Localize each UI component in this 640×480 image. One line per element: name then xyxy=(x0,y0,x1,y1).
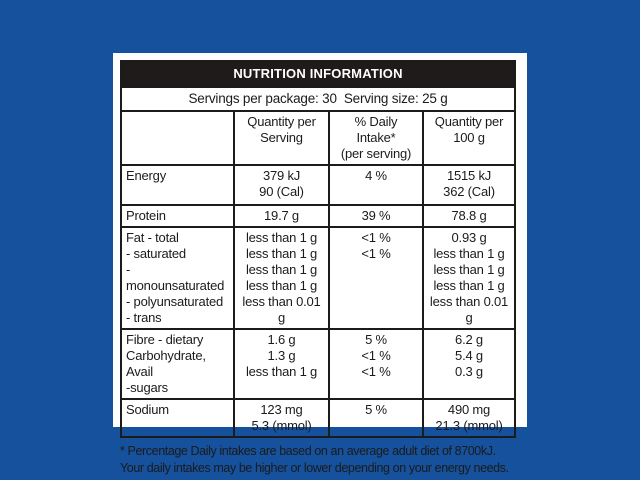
cell-line: - saturated xyxy=(126,246,186,261)
column-header-row: Quantity per Serving % Daily Intake* (per … xyxy=(120,110,517,166)
cell-line: -sugars xyxy=(126,380,168,395)
title-bar: NUTRITION INFORMATION xyxy=(119,60,517,88)
cell-line: 490 mg xyxy=(447,402,491,417)
row-sodium: Sodium 123 mg 5.3 (mmol) 5 % 490 mg 21.3 (… xyxy=(120,398,517,438)
footnote-line-2: Your daily intakes may be higher or lowe… xyxy=(120,461,509,475)
nutrition-panel: NUTRITION INFORMATION Servings per packa… xyxy=(113,53,527,475)
cell-line: Protein xyxy=(126,208,166,223)
protein-daily-intake: 39 % xyxy=(328,204,424,228)
cell-line: Fibre - dietary xyxy=(126,332,204,347)
cell-line: 5 % xyxy=(365,402,387,417)
row-energy: Energy 379 kJ 90 (Cal) 4 % 1515 kJ 362 (Ca… xyxy=(120,164,517,206)
cell-line: less than 0.01 g xyxy=(242,294,321,325)
fat-labels: Fat - total - saturated - monounsaturated -… xyxy=(120,226,235,330)
cell-line: Sodium xyxy=(126,402,169,417)
row-fibre-carbohydrate: Fibre - dietary Carbohydrate, Avail -sugar… xyxy=(120,328,517,400)
column-header-daily-intake: % Daily Intake* (per serving) xyxy=(328,110,424,166)
cell-line: 0.3 g xyxy=(455,364,483,379)
cell-line: 90 (Cal) xyxy=(259,184,304,199)
cell-line: less than 1 g xyxy=(433,262,505,277)
cell-line: 39 % xyxy=(361,208,391,223)
servings-row: Servings per package: 30 Serving size: 2… xyxy=(119,86,517,112)
cell-line: 5.4 g xyxy=(455,348,483,363)
sodium-per-100g: 490 mg 21.3 (mmol) xyxy=(421,398,517,438)
protein-per-100g: 78.8 g xyxy=(421,204,517,228)
sodium-label: Sodium xyxy=(120,398,235,438)
cell-line: 1.6 g xyxy=(267,332,296,347)
cell-line: <1 % xyxy=(361,348,391,363)
column-header-empty xyxy=(120,110,235,166)
fibre-carb-per-100g: 6.2 g 5.4 g 0.3 g xyxy=(421,328,517,400)
fat-daily-intake: <1 % <1 % xyxy=(328,226,424,330)
cell-line: Carbohydrate, Avail xyxy=(126,348,206,379)
energy-per-serving: 379 kJ 90 (Cal) xyxy=(233,164,330,206)
cell-line: <1 % xyxy=(361,230,391,245)
row-fat: Fat - total - saturated - monounsaturated -… xyxy=(120,226,517,330)
cell-line: % Daily Intake* xyxy=(354,114,398,145)
cell-line: 379 kJ xyxy=(262,168,301,183)
fibre-carb-daily-intake: 5 % <1 % <1 % xyxy=(328,328,424,400)
cell-line: 5.3 (mmol) xyxy=(251,418,312,433)
protein-label: Protein xyxy=(120,204,235,228)
row-protein: Protein 19.7 g 39 % 78.8 g xyxy=(120,204,517,228)
cell-line: less than 1 g xyxy=(433,246,505,261)
cell-line: 21.3 (mmol) xyxy=(435,418,503,433)
cell-line: 5 % xyxy=(365,332,387,347)
cell-line: less than 1 g xyxy=(433,278,505,293)
cell-line: 0.93 g xyxy=(451,230,487,245)
cell-line: less than 1 g xyxy=(245,278,318,293)
cell-line: less than 1 g xyxy=(245,364,318,379)
cell-line: 4 % xyxy=(365,168,387,183)
cell-line: - monounsaturated xyxy=(126,262,225,293)
nutrition-table: NUTRITION INFORMATION Servings per packa… xyxy=(119,60,517,438)
cell-line: 78.8 g xyxy=(451,208,487,223)
cell-line: less than 1 g xyxy=(245,262,318,277)
column-header-quantity-per-100g: Quantity per 100 g xyxy=(421,110,517,166)
cell-line: 123 mg xyxy=(260,402,303,417)
fat-per-100g: 0.93 g less than 1 g less than 1 g less tha… xyxy=(421,226,517,330)
sodium-per-serving: 123 mg 5.3 (mmol) xyxy=(233,398,330,438)
cell-line: - trans xyxy=(126,310,162,325)
cell-line: Serving xyxy=(260,130,303,145)
energy-daily-intake: 4 % xyxy=(328,164,424,206)
cell-line: 1515 kJ xyxy=(446,168,492,183)
sodium-daily-intake: 5 % xyxy=(328,398,424,438)
cell-line: 1.3 g xyxy=(267,348,296,363)
cell-line: <1 % xyxy=(361,364,391,379)
cell-line: (per serving) xyxy=(340,146,412,161)
cell-line: 100 g xyxy=(453,130,485,145)
cell-line: Quantity per xyxy=(247,114,316,129)
fibre-carb-per-serving: 1.6 g 1.3 g less than 1 g xyxy=(233,328,330,400)
cell-line: 6.2 g xyxy=(455,332,483,347)
cell-line: 19.7 g xyxy=(264,208,299,223)
footnote-line-1: * Percentage Daily intakes are based on … xyxy=(120,444,496,458)
cell-line: <1 % xyxy=(361,246,391,261)
energy-per-100g: 1515 kJ 362 (Cal) xyxy=(421,164,517,206)
cell-line: less than 0.01 g xyxy=(429,294,509,325)
column-header-quantity-per-serving: Quantity per Serving xyxy=(233,110,330,166)
cell-line: - polyunsaturated xyxy=(126,294,224,309)
footnote: * Percentage Daily intakes are based on … xyxy=(120,443,514,477)
servings-line: Servings per package: 30 Serving size: 2… xyxy=(119,86,517,112)
title-row: NUTRITION INFORMATION xyxy=(119,60,517,88)
energy-label: Energy xyxy=(120,164,235,206)
cell-line: Fat - total xyxy=(126,230,179,245)
protein-per-serving: 19.7 g xyxy=(233,204,330,228)
cell-line: less than 1 g xyxy=(245,246,318,261)
fibre-carb-labels: Fibre - dietary Carbohydrate, Avail -sugar… xyxy=(120,328,235,400)
cell-line: Energy xyxy=(126,168,166,183)
cell-line: 362 (Cal) xyxy=(443,184,495,199)
cell-line: Quantity per xyxy=(434,114,504,129)
cell-line: less than 1 g xyxy=(245,230,318,245)
